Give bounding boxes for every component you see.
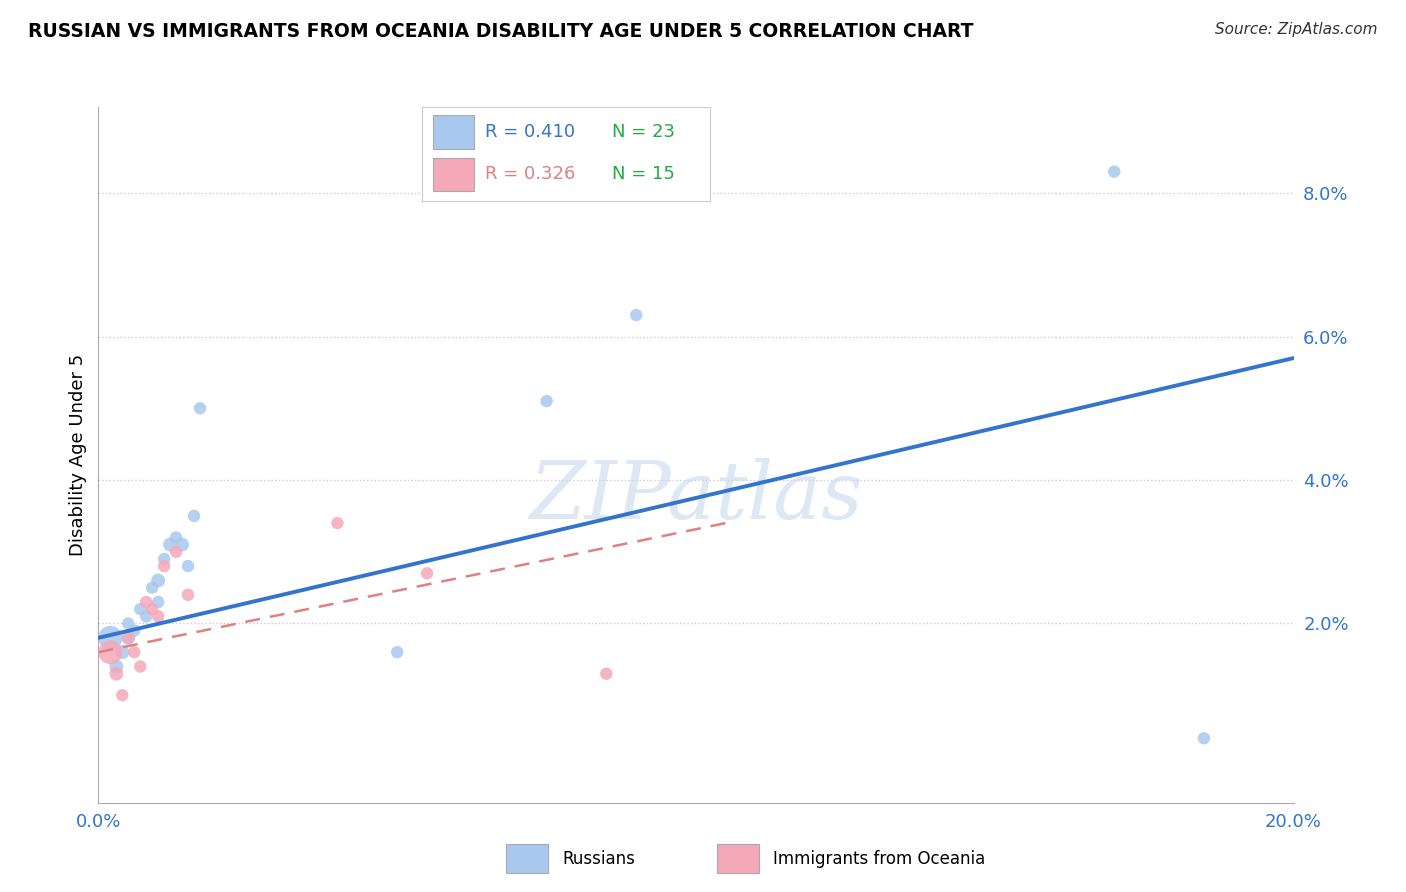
Point [129, 659, 152, 673]
Point [595, 666, 617, 681]
FancyBboxPatch shape [506, 844, 548, 873]
Point [1192, 731, 1215, 746]
Text: N = 23: N = 23 [612, 123, 675, 141]
FancyBboxPatch shape [433, 115, 474, 149]
Point [148, 609, 170, 624]
Point [148, 595, 170, 609]
FancyBboxPatch shape [717, 844, 759, 873]
Point [326, 516, 349, 530]
Point [105, 659, 128, 673]
Point [117, 631, 139, 645]
Point [177, 559, 200, 574]
Y-axis label: Disability Age Under 5: Disability Age Under 5 [69, 354, 87, 556]
Point [148, 574, 170, 588]
Text: Source: ZipAtlas.com: Source: ZipAtlas.com [1215, 22, 1378, 37]
Text: ZIPatlas: ZIPatlas [529, 458, 863, 535]
Point [129, 602, 152, 616]
FancyBboxPatch shape [433, 158, 474, 191]
Point [153, 552, 176, 566]
Text: R = 0.410: R = 0.410 [485, 123, 575, 141]
Text: R = 0.326: R = 0.326 [485, 166, 575, 184]
Text: Immigrants from Oceania: Immigrants from Oceania [773, 849, 986, 868]
Point [100, 645, 122, 659]
Point [105, 666, 128, 681]
Point [141, 581, 163, 595]
Point [188, 401, 211, 416]
Point [100, 631, 122, 645]
Point [416, 566, 439, 581]
Point [141, 602, 163, 616]
Point [385, 645, 409, 659]
Point [135, 595, 157, 609]
Point [165, 545, 187, 559]
Point [124, 624, 146, 638]
Point [153, 559, 176, 574]
Point [536, 394, 558, 409]
Point [165, 530, 187, 544]
Point [117, 616, 139, 631]
Text: RUSSIAN VS IMMIGRANTS FROM OCEANIA DISABILITY AGE UNDER 5 CORRELATION CHART: RUSSIAN VS IMMIGRANTS FROM OCEANIA DISAB… [28, 22, 973, 41]
Point [117, 631, 139, 645]
Point [626, 308, 648, 322]
Point [159, 538, 181, 552]
Point [124, 645, 146, 659]
Text: Russians: Russians [562, 849, 636, 868]
Point [1104, 164, 1126, 178]
Point [172, 538, 194, 552]
Point [111, 645, 134, 659]
Text: N = 15: N = 15 [612, 166, 675, 184]
Point [183, 508, 205, 523]
Point [135, 609, 157, 624]
Point [111, 688, 134, 702]
Point [177, 588, 200, 602]
